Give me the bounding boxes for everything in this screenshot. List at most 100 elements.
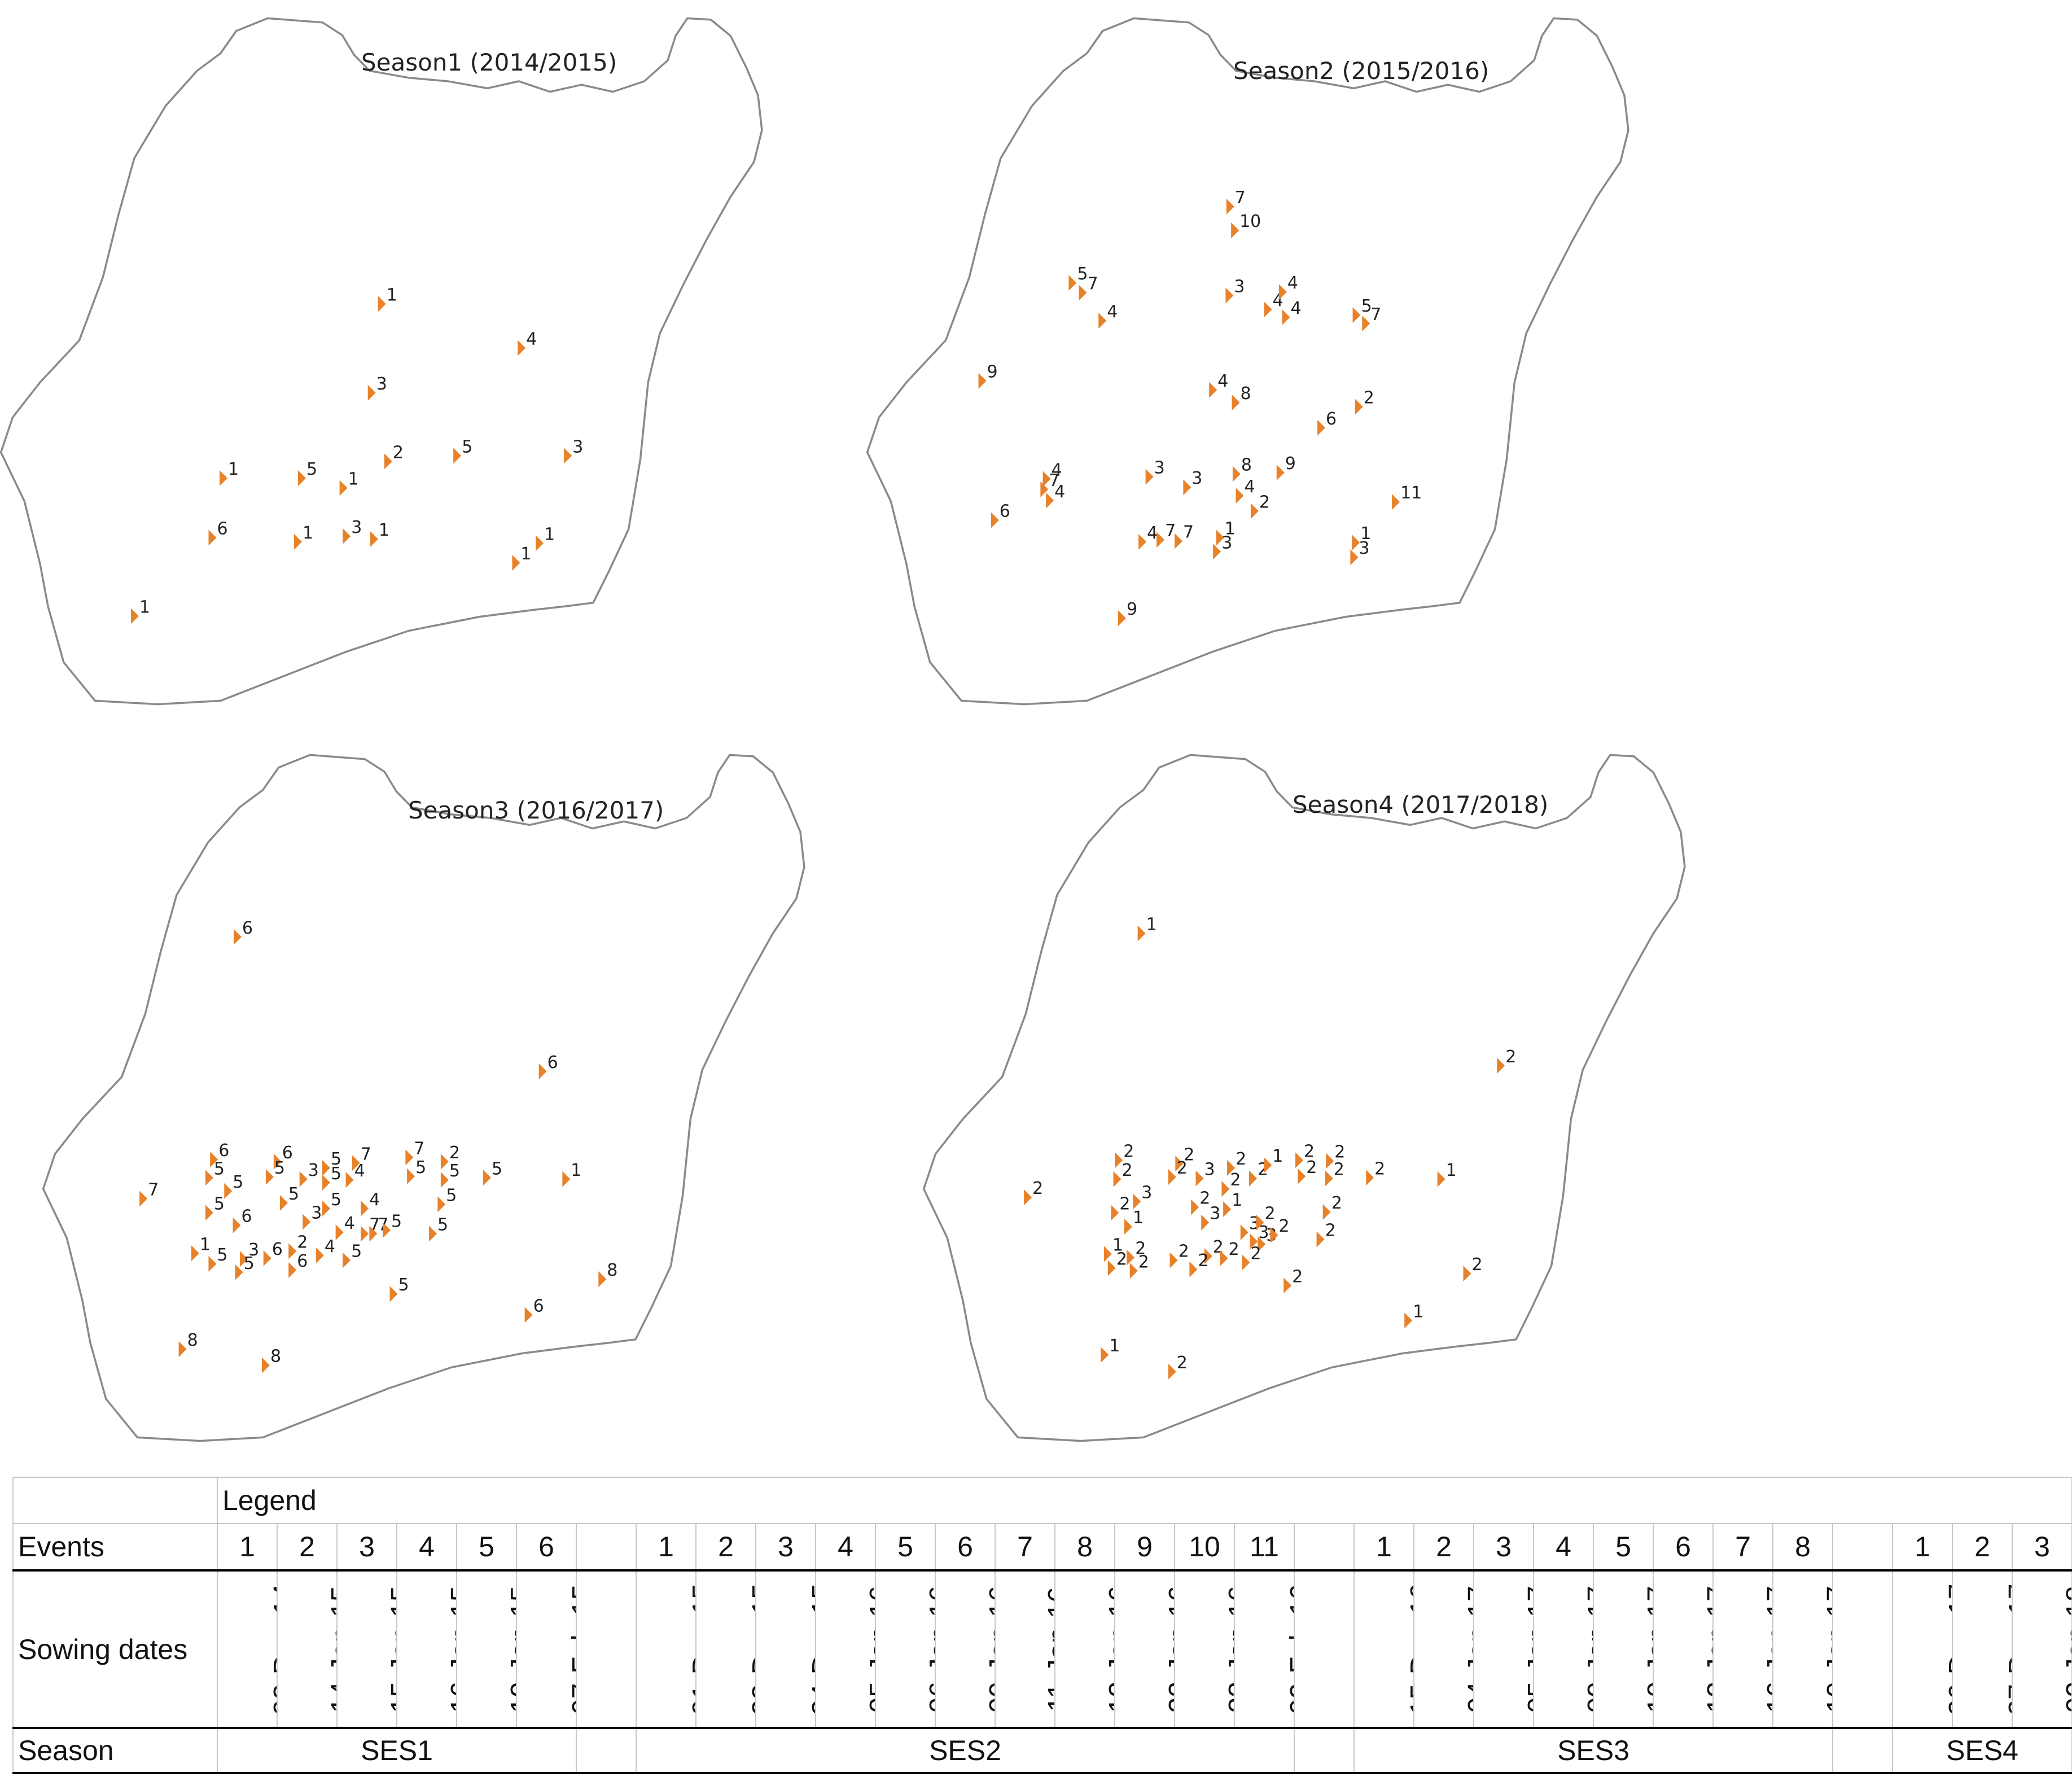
map-title: Season4 (2017/2018) — [1293, 791, 1548, 819]
sowing-date-cell: 19-Jan-15 — [456, 1570, 517, 1728]
sowing-date-label: 13-Jan-17 — [1701, 1585, 1713, 1713]
event-marker — [483, 1170, 491, 1186]
event-number-label: 6 — [242, 918, 253, 938]
sowing-date-label: 05-Jan-16 — [864, 1585, 875, 1713]
event-marker — [265, 1169, 274, 1185]
spacer-cell — [1832, 1727, 1893, 1774]
study-area-outline — [0, 17, 763, 706]
event-number-label: 2 — [1306, 1158, 1317, 1178]
event-marker — [1366, 1170, 1374, 1186]
event-marker — [1437, 1171, 1445, 1187]
event-marker — [384, 453, 392, 470]
event-number-label: 2 — [1230, 1170, 1241, 1190]
event-marker — [405, 1149, 414, 1166]
event-number-label: 10 — [1239, 212, 1261, 231]
event-marker — [440, 1172, 449, 1188]
spacer-cell — [576, 1570, 637, 1728]
sowing-date-label: 09-Jan-16 — [983, 1585, 995, 1713]
sowing-date-cell: 19-Jan-17 — [1772, 1570, 1833, 1728]
sowing-date-label: 12-Jan-16 — [1103, 1585, 1115, 1713]
sowing-date-label: 06-Jan-16 — [923, 1585, 935, 1713]
event-marker — [512, 555, 520, 571]
sowing-date-label: 19-Jan-15 — [505, 1585, 516, 1713]
event-marker — [1046, 492, 1054, 509]
event-number-label: 7 — [1165, 521, 1176, 541]
sowing-date-cell: 23-Dec-15 — [695, 1570, 756, 1728]
event-number-label: 5 — [214, 1194, 225, 1214]
event-number-label: 3 — [308, 1161, 319, 1180]
event-number-label: 5 — [492, 1159, 502, 1179]
event-number-label: 2 — [1177, 1158, 1188, 1178]
event-number-cell: 2 — [1413, 1523, 1474, 1572]
legend-title-row: Legend — [12, 1477, 2072, 1524]
event-marker — [1024, 1189, 1032, 1206]
event-number-label: 1 — [520, 544, 531, 564]
event-number-label: 3 — [572, 437, 583, 457]
sowing-dates-row: Sowing dates 02-Dec-14 14-Jan-15 15-Jan-15 1… — [12, 1570, 2072, 1728]
event-number-label: 5 — [398, 1275, 409, 1295]
event-marker — [297, 470, 306, 487]
event-marker — [1270, 1227, 1278, 1244]
event-number-label: 5 — [415, 1158, 426, 1178]
map-title: Season3 (2016/2017) — [408, 796, 664, 824]
sowing-date-label: 16-Jan-15 — [445, 1585, 457, 1713]
event-marker — [322, 1200, 330, 1216]
event-marker — [1295, 1152, 1304, 1168]
event-number-label: 1 — [200, 1235, 211, 1254]
sowing-date-label: 27-Dec-17 — [2003, 1583, 2012, 1715]
event-number-label: 2 — [1236, 1149, 1246, 1169]
event-marker — [208, 529, 217, 546]
event-marker — [288, 1262, 297, 1279]
spacer-cell — [576, 1523, 637, 1572]
event-marker — [518, 340, 526, 356]
event-number-label: 4 — [1291, 299, 1302, 318]
event-number-label: 1 — [1112, 1236, 1123, 1255]
event-number-label: 7 — [148, 1180, 159, 1200]
event-marker — [1355, 399, 1363, 415]
event-number-label: 2 — [1334, 1160, 1344, 1180]
sowing-dates-row-header: Sowing dates — [12, 1570, 218, 1728]
event-number-label: 3 — [376, 374, 387, 394]
event-marker — [1138, 533, 1147, 550]
event-number-label: 5 — [306, 459, 317, 479]
event-marker — [1242, 1254, 1250, 1271]
event-number-label: 4 — [354, 1161, 365, 1181]
event-marker — [1220, 1250, 1228, 1266]
spacer-cell — [576, 1727, 637, 1774]
study-area-outline — [42, 754, 805, 1442]
sowing-date-label: 16-Jan-17 — [1761, 1585, 1773, 1713]
event-number-label: 1 — [348, 469, 359, 489]
event-marker — [1316, 1231, 1325, 1248]
event-number-label: 2 — [1304, 1141, 1315, 1161]
event-marker — [361, 1200, 369, 1216]
event-marker — [1404, 1312, 1413, 1329]
sowing-date-label: 15-Jan-15 — [385, 1585, 397, 1713]
event-marker — [538, 1063, 547, 1079]
event-marker — [233, 1217, 241, 1233]
sowing-date-cell: 02-Dec-14 — [217, 1570, 278, 1728]
event-marker — [1079, 285, 1087, 301]
event-number-cell: 11 — [1234, 1523, 1295, 1572]
sowing-date-label: 14-Jan-15 — [325, 1585, 337, 1713]
sowing-date-cell: 05-Jan-17 — [1473, 1570, 1534, 1728]
season-name-cell: SES4 — [1891, 1727, 2072, 1774]
event-number-label: 6 — [217, 519, 228, 539]
event-number-cell: 6 — [935, 1523, 996, 1572]
event-number-label: 3 — [1141, 1183, 1152, 1203]
event-number-label: 8 — [1241, 456, 1252, 475]
event-number-label: 7 — [1088, 274, 1098, 294]
event-marker — [1129, 1263, 1138, 1279]
event-number-label: 5 — [217, 1245, 227, 1265]
event-number-label: 9 — [1127, 599, 1137, 619]
event-number-label: 2 — [449, 1143, 460, 1163]
event-marker — [1209, 382, 1217, 398]
event-marker — [299, 1171, 308, 1187]
event-number-label: 2 — [1122, 1161, 1133, 1180]
event-number-label: 5 — [274, 1158, 285, 1178]
spacer-cell — [1294, 1570, 1355, 1728]
event-marker — [1350, 549, 1359, 566]
event-number-label: 2 — [1184, 1145, 1194, 1165]
sowing-date-cell: 01-Dec-15 — [636, 1570, 696, 1728]
event-marker — [1101, 1347, 1109, 1363]
event-marker — [1137, 925, 1146, 942]
